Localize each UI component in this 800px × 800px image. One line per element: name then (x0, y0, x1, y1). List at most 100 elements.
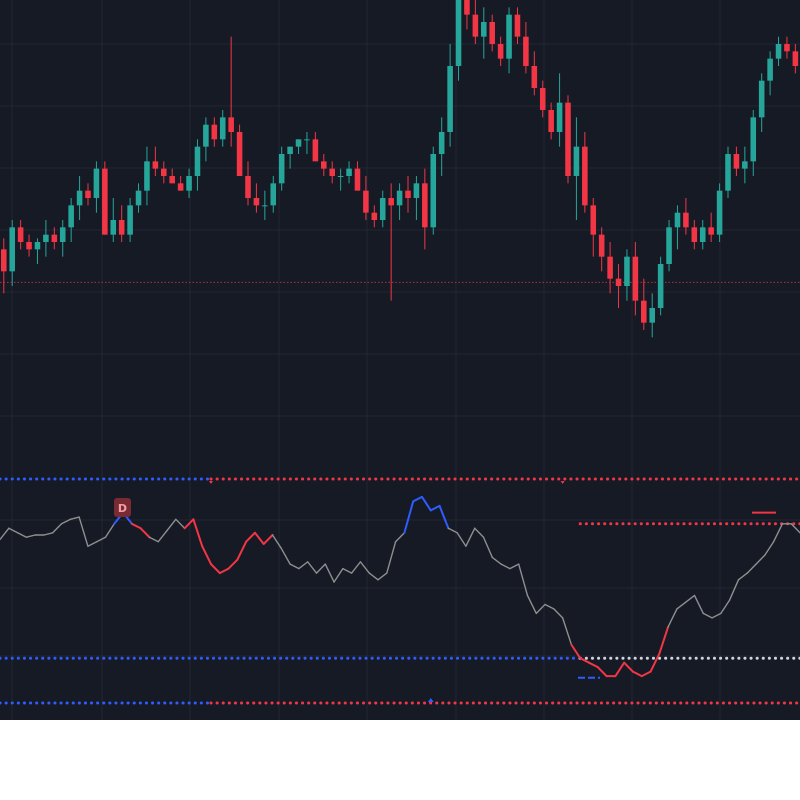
candle[interactable] (135, 183, 142, 213)
candle[interactable] (354, 161, 361, 191)
candle[interactable] (236, 124, 243, 176)
candle[interactable] (144, 146, 150, 206)
candle[interactable] (312, 132, 319, 162)
candle[interactable] (270, 176, 277, 213)
candle[interactable] (775, 36, 782, 66)
candle[interactable] (582, 132, 588, 213)
candle[interactable] (43, 220, 49, 257)
candle[interactable] (514, 7, 521, 44)
candle[interactable] (438, 117, 445, 176)
candle[interactable] (93, 161, 100, 213)
candle[interactable] (565, 95, 571, 184)
candle[interactable] (118, 205, 125, 242)
candle[interactable] (396, 183, 403, 220)
candle[interactable] (573, 117, 580, 220)
chart-area[interactable]: D (0, 0, 800, 720)
candle[interactable] (641, 278, 647, 330)
candle[interactable] (161, 161, 167, 184)
candle[interactable] (51, 227, 58, 250)
candle[interactable] (26, 234, 32, 257)
candle[interactable] (455, 0, 462, 81)
candle[interactable] (716, 183, 723, 242)
candle[interactable] (85, 183, 91, 206)
candle[interactable] (447, 44, 453, 147)
candle[interactable] (405, 176, 411, 213)
candle[interactable] (245, 161, 251, 206)
candle[interactable] (531, 51, 538, 96)
candle[interactable] (430, 146, 437, 235)
candle[interactable] (615, 264, 622, 308)
candle[interactable] (733, 146, 740, 176)
candle[interactable] (767, 51, 773, 96)
candle[interactable] (699, 220, 706, 250)
candle[interactable] (506, 7, 512, 74)
candle[interactable] (413, 176, 420, 220)
candle[interactable] (489, 14, 495, 52)
trading-chart[interactable]: D (0, 0, 800, 720)
candle[interactable] (203, 117, 209, 162)
candle[interactable] (691, 220, 698, 250)
candle[interactable] (649, 293, 655, 338)
candle[interactable] (169, 168, 175, 184)
candle[interactable] (346, 161, 352, 184)
candle[interactable] (278, 146, 285, 191)
candle[interactable] (422, 168, 428, 250)
candle[interactable] (590, 198, 597, 257)
candle[interactable] (287, 146, 293, 169)
candle[interactable] (228, 36, 234, 147)
candle[interactable] (76, 176, 83, 220)
candle[interactable] (194, 139, 201, 191)
candle[interactable] (68, 198, 74, 242)
candle[interactable] (34, 238, 41, 264)
candle[interactable] (337, 168, 344, 191)
candle[interactable] (683, 198, 689, 235)
candle[interactable] (792, 44, 799, 74)
candle[interactable] (674, 205, 681, 250)
candle[interactable] (607, 242, 613, 294)
candle[interactable] (262, 190, 268, 220)
candle[interactable] (497, 36, 504, 66)
candle[interactable] (110, 198, 117, 242)
candle[interactable] (481, 7, 487, 59)
candle[interactable] (725, 146, 731, 198)
candle[interactable] (211, 117, 218, 147)
candle[interactable] (9, 220, 15, 286)
price-pane[interactable] (0, 0, 800, 338)
candle[interactable] (295, 139, 302, 154)
candle[interactable] (464, 0, 470, 30)
candle[interactable] (657, 256, 664, 316)
candle[interactable] (219, 110, 226, 147)
candle[interactable] (539, 80, 546, 118)
candle[interactable] (666, 220, 672, 272)
candle[interactable] (329, 161, 335, 184)
candle[interactable] (624, 249, 630, 301)
candle[interactable] (17, 220, 24, 250)
candle[interactable] (253, 183, 260, 213)
candle[interactable] (127, 198, 133, 242)
candle[interactable] (152, 146, 159, 176)
candle[interactable] (758, 73, 765, 132)
candle[interactable] (750, 110, 757, 176)
candle[interactable] (784, 36, 790, 59)
candle[interactable] (742, 146, 748, 184)
candle[interactable] (556, 73, 563, 147)
candle[interactable] (177, 176, 184, 191)
candle[interactable] (321, 154, 327, 176)
candle[interactable] (598, 227, 605, 272)
candle[interactable] (632, 242, 639, 316)
candle[interactable] (363, 176, 369, 220)
candle[interactable] (388, 183, 394, 301)
oscillator-pane[interactable] (0, 477, 800, 705)
candle[interactable] (102, 161, 108, 235)
candle[interactable] (523, 22, 529, 74)
candle[interactable] (708, 212, 714, 242)
candle[interactable] (1, 238, 7, 294)
candle[interactable] (304, 132, 310, 154)
candle[interactable] (379, 190, 386, 228)
divergence-badge[interactable]: D (114, 498, 131, 517)
candle[interactable] (371, 205, 378, 228)
candle[interactable] (186, 168, 192, 198)
candle[interactable] (472, 0, 479, 44)
candle[interactable] (59, 220, 66, 257)
candle[interactable] (548, 102, 554, 140)
